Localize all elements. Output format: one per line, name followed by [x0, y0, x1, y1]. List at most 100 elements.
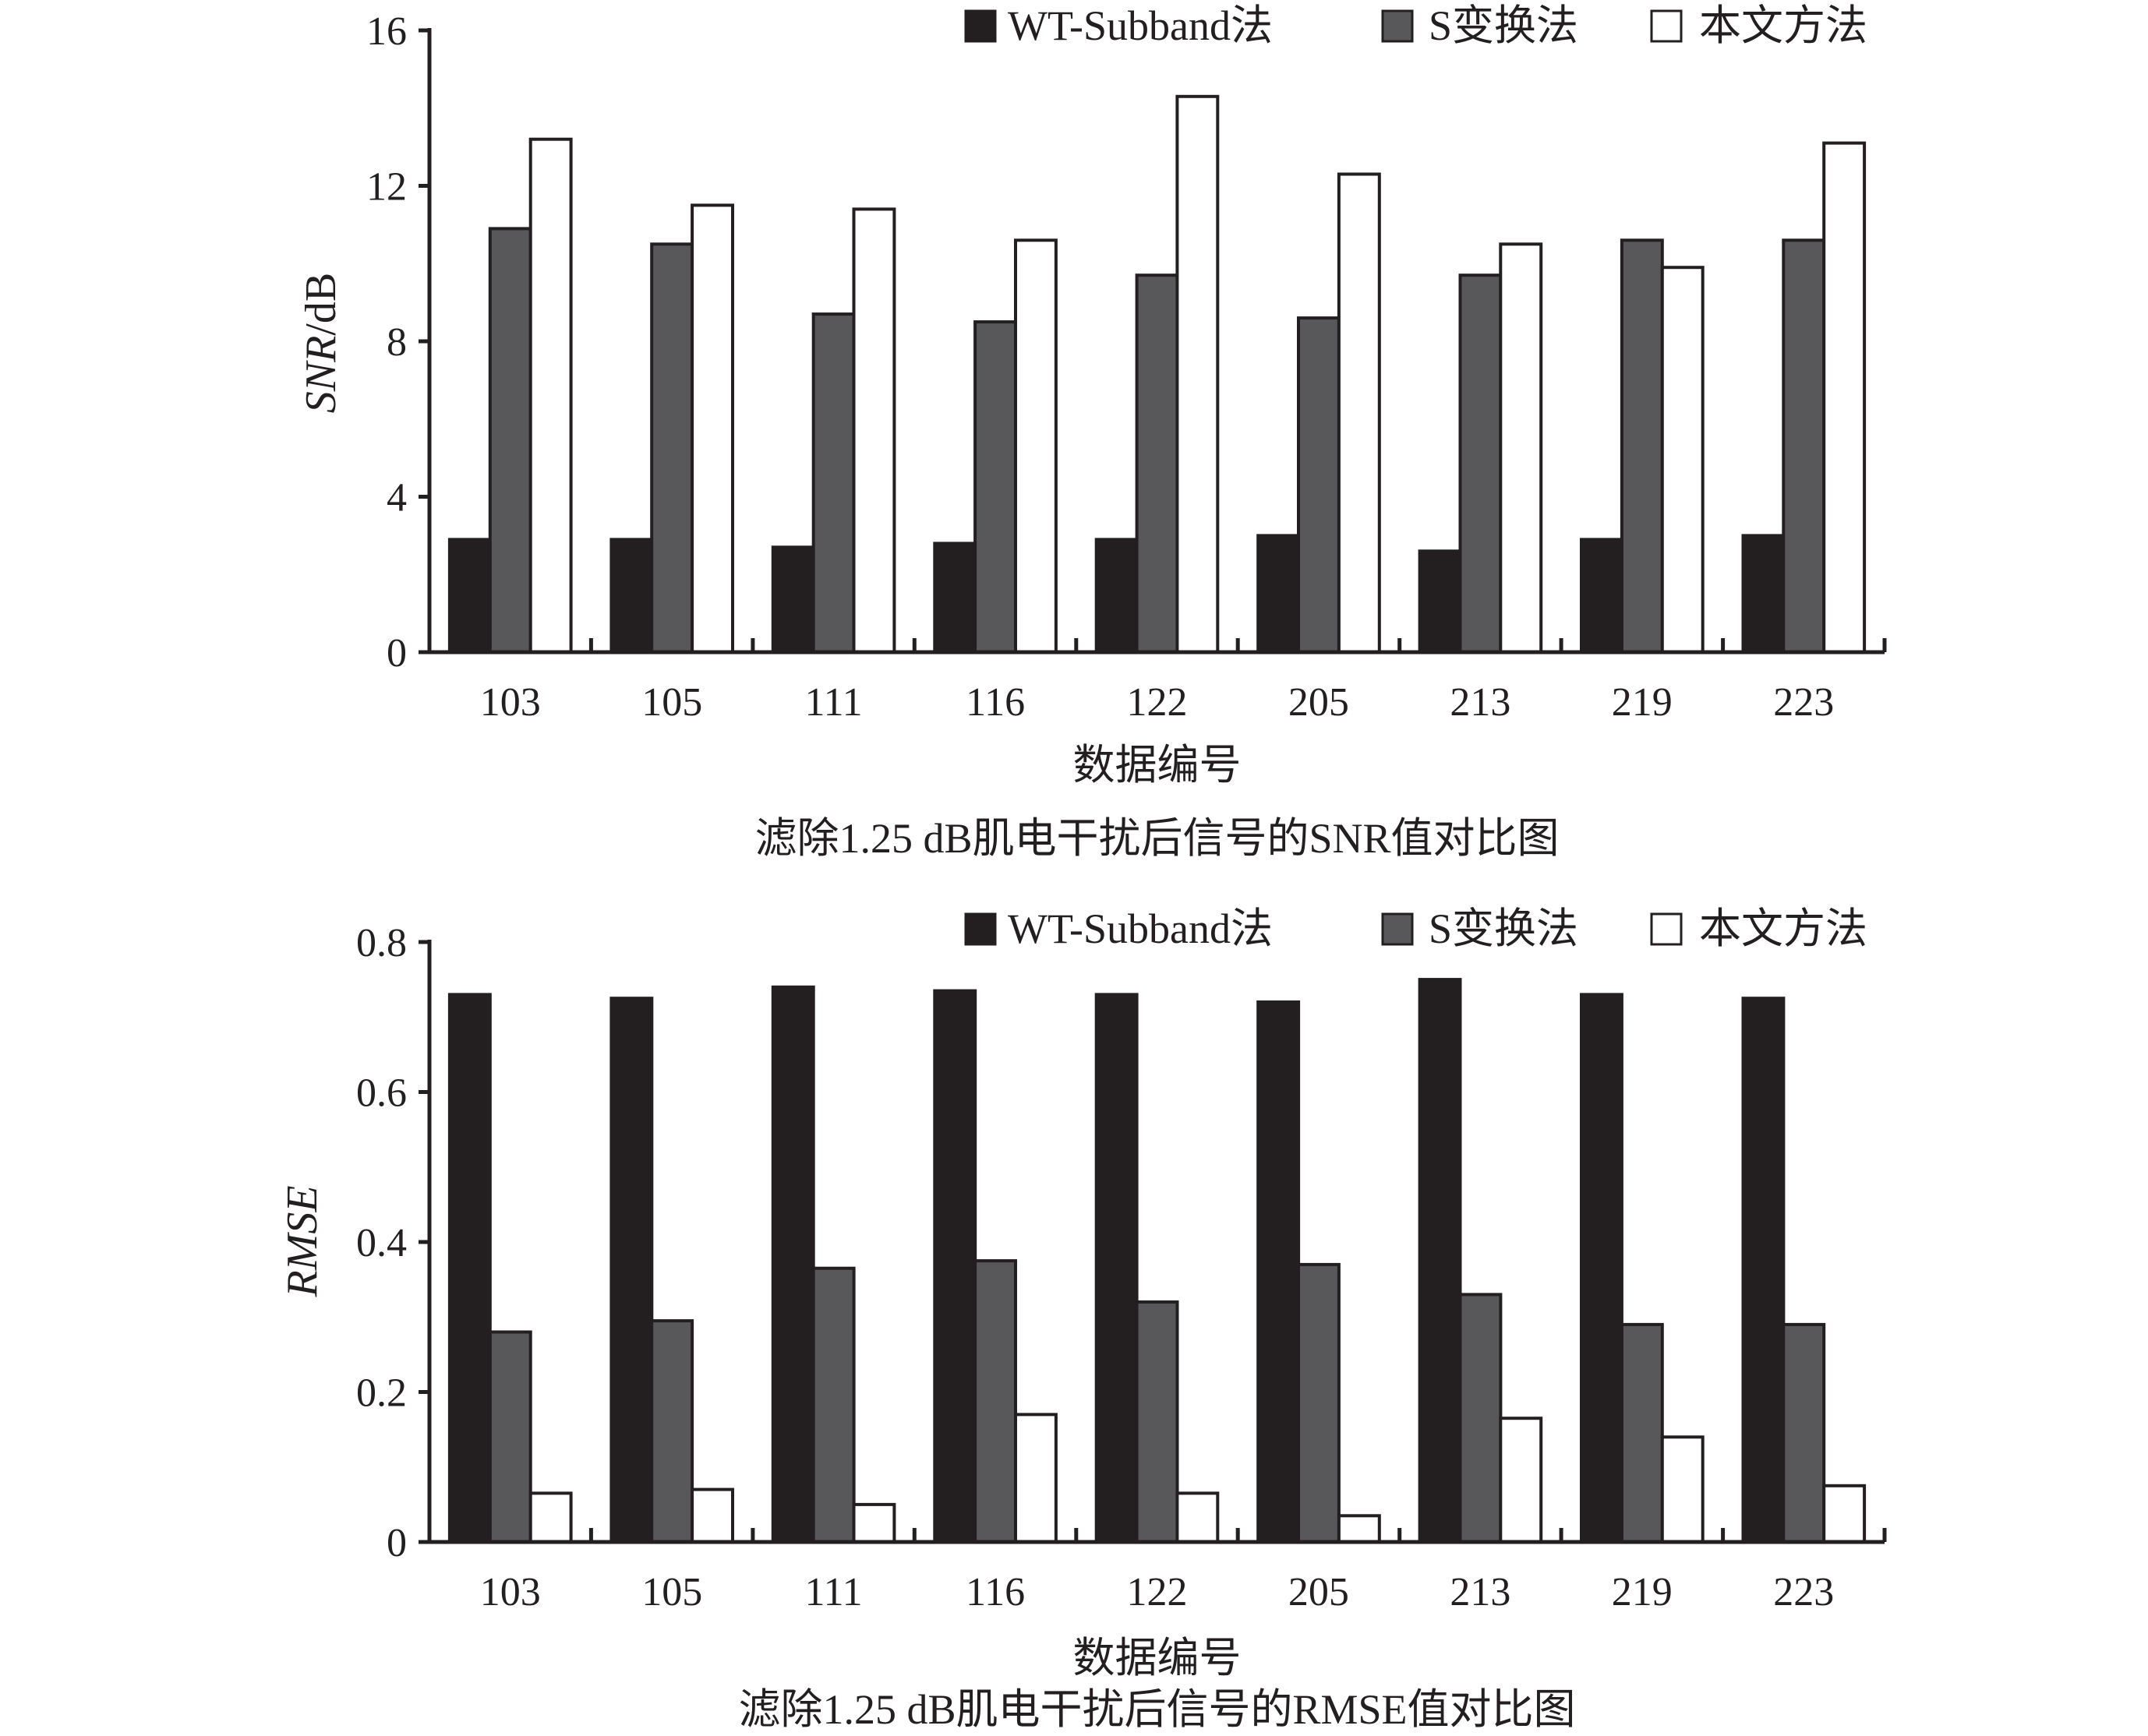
bar-s1-111	[771, 985, 815, 1544]
x-category-label: 223	[1773, 680, 1834, 725]
bar-s2-223	[1782, 238, 1826, 654]
chart-caption: 滤除1.25 dB肌电干扰后信号的SNR值对比图	[754, 815, 1559, 862]
bar-s2-219	[1620, 1322, 1664, 1544]
legend-item: 本文方法	[1650, 905, 1867, 952]
x-category-label: 103	[480, 680, 541, 725]
bar-s1-103	[447, 538, 492, 655]
bar-s3-116	[1014, 1413, 1058, 1544]
bar-s1-116	[933, 989, 977, 1544]
x-category-label: 205	[1288, 1570, 1349, 1614]
y-axis-title: SNR/dB	[297, 273, 345, 413]
legend-label: 本文方法	[1699, 2, 1867, 49]
bar-s1-122	[1094, 538, 1139, 655]
x-category-label: 103	[480, 1570, 541, 1614]
bar-s3-219	[1660, 1435, 1705, 1544]
bar-s2-116	[973, 320, 1017, 654]
bar-s1-105	[609, 538, 654, 655]
x-category-label: 223	[1773, 1570, 1834, 1614]
bar-s1-219	[1580, 538, 1623, 655]
bar-s3-105	[691, 1487, 734, 1544]
rmse-chart: 0 0.2 0.4 0.6 0.8 103 105 111 116 122 205 213 219 223…	[278, 905, 1887, 1733]
bar-s3-103	[528, 1491, 573, 1544]
bar-s1-223	[1741, 997, 1786, 1544]
bar-s2-111	[811, 312, 856, 654]
bars	[447, 94, 1867, 655]
bar-s2-105	[650, 242, 694, 654]
legend: WT-Subband法 S变换法 本文方法	[964, 905, 1867, 952]
snr-chart: 0 4 8 12 16 103 105 111 116 122 205 213 219 223 数据编号滤除…	[297, 2, 1887, 862]
y-tick-label: 12	[366, 165, 407, 210]
x-category-label: 219	[1612, 680, 1673, 725]
legend-swatch	[1381, 9, 1414, 43]
y-tick-label: 0.4	[356, 1221, 407, 1265]
legend-swatch	[964, 912, 997, 946]
bar-s3-223	[1822, 1484, 1867, 1544]
bar-s2-213	[1458, 273, 1503, 654]
bar-s3-111	[852, 207, 896, 654]
x-category-label: 219	[1612, 1570, 1673, 1614]
bar-s2-205	[1297, 1262, 1341, 1544]
bar-s2-111	[811, 1266, 856, 1544]
bar-s1-105	[609, 997, 654, 1544]
bar-s1-205	[1256, 534, 1301, 655]
bar-s2-116	[973, 1259, 1017, 1544]
x-axis-title: 数据编号	[1073, 1635, 1242, 1681]
legend-item: WT-Subband法	[964, 905, 1273, 952]
bar-s2-219	[1620, 238, 1664, 654]
legend: WT-Subband法 S变换法 本文方法	[964, 2, 1867, 49]
legend-item: WT-Subband法	[964, 2, 1273, 49]
x-category-label: 105	[641, 1570, 702, 1614]
bar-s3-213	[1499, 242, 1543, 654]
bar-s2-205	[1297, 316, 1341, 654]
bar-s3-105	[691, 203, 734, 654]
legend-swatch	[964, 9, 997, 43]
bar-s1-205	[1256, 1000, 1301, 1544]
legend-item: S变换法	[1381, 905, 1578, 952]
bar-s2-103	[488, 227, 532, 654]
x-category-label: 105	[641, 680, 702, 725]
bar-s3-122	[1175, 1491, 1220, 1544]
x-category-label: 116	[966, 680, 1025, 725]
legend-label: 本文方法	[1699, 905, 1867, 952]
bar-s2-103	[488, 1330, 532, 1544]
x-category-label: 213	[1450, 680, 1510, 725]
bar-s3-122	[1175, 94, 1220, 655]
legend-label: WT-Subband法	[1008, 905, 1273, 952]
x-category-label: 111	[805, 680, 863, 725]
x-category-label: 122	[1127, 680, 1188, 725]
legend-label: WT-Subband法	[1008, 2, 1273, 49]
y-tick-label: 0	[387, 1521, 407, 1565]
x-category-label: 122	[1127, 1570, 1188, 1614]
y-tick-label: 8	[387, 320, 407, 365]
bar-s2-213	[1458, 1293, 1503, 1544]
y-axis-title: RMSE	[278, 1185, 327, 1297]
x-axis-title: 数据编号	[1073, 742, 1242, 789]
y-tick-label: 16	[366, 9, 407, 54]
y-tick-label: 0.8	[356, 921, 407, 965]
bar-s1-213	[1418, 549, 1462, 654]
bar-s2-223	[1782, 1322, 1826, 1544]
bars	[447, 978, 1867, 1544]
bar-s2-105	[650, 1319, 694, 1544]
bar-s1-116	[933, 542, 977, 655]
chart-caption: 滤除1.25 dB肌电干扰后信号的RMSE值对比图	[738, 1686, 1575, 1733]
y-tick-label: 0.6	[356, 1071, 407, 1116]
y-tick-label: 0	[387, 631, 407, 676]
bar-s1-219	[1580, 993, 1623, 1544]
bar-s1-223	[1741, 534, 1786, 655]
y-tick-label: 4	[387, 476, 407, 520]
bar-s1-103	[447, 993, 492, 1544]
bar-s1-213	[1418, 978, 1462, 1544]
bar-s3-116	[1014, 238, 1058, 654]
bar-s1-111	[771, 545, 815, 654]
bar-s3-205	[1337, 1514, 1381, 1544]
legend-label: S变换法	[1429, 905, 1578, 952]
bar-s2-122	[1135, 273, 1179, 654]
x-category-label: 116	[966, 1570, 1025, 1614]
x-category-label: 213	[1450, 1570, 1510, 1614]
bar-s3-223	[1822, 141, 1867, 655]
y-tick-label: 0.2	[356, 1371, 407, 1416]
bar-s2-122	[1135, 1300, 1179, 1544]
